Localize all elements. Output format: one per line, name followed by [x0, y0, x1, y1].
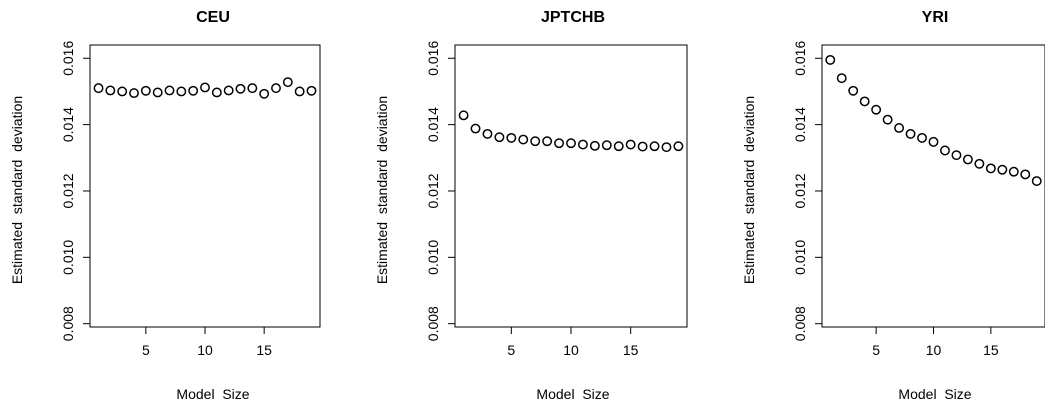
data-point [894, 122, 905, 133]
panel-1: CEU 0.008 0.010 0.012 0.014 0.016 5 10 15 Model S… [9, 9, 321, 402]
y-tick-label: 0.014 [425, 107, 441, 142]
data-point [105, 85, 116, 96]
data-point [974, 158, 985, 169]
data-point [223, 85, 234, 96]
data-point [997, 164, 1008, 175]
data-point [905, 128, 916, 139]
x-tick-label: 10 [563, 342, 579, 358]
data-point [625, 139, 636, 150]
x-axis-label: Model Size [898, 386, 971, 402]
data-point [637, 141, 648, 152]
data-point [589, 140, 600, 151]
panel-title: YRI [922, 9, 949, 26]
data-point [601, 140, 612, 151]
data-point [247, 83, 258, 94]
data-point [200, 82, 210, 93]
x-tick-label: 5 [507, 342, 515, 358]
data-point [825, 54, 836, 65]
data-point [577, 139, 588, 150]
x-tick-label: 5 [872, 342, 880, 358]
data-point [164, 85, 175, 96]
data-point [985, 163, 996, 174]
data-point [554, 138, 565, 149]
data-point [458, 110, 469, 121]
data-points [825, 54, 1042, 186]
data-point [661, 142, 672, 153]
y-tick-label: 0.016 [792, 41, 808, 76]
data-point [117, 86, 128, 97]
data-point [211, 87, 222, 98]
data-point [152, 87, 163, 98]
panel-title: CEU [196, 9, 230, 26]
y-tick-label: 0.012 [425, 173, 441, 208]
data-point [93, 83, 104, 94]
data-point [140, 85, 151, 96]
panel-2: JPTCHB 0.008 0.010 0.012 0.014 0.016 5 10 15 Mode… [374, 9, 688, 402]
y-tick-label: 0.008 [425, 306, 441, 341]
data-point [917, 132, 927, 143]
x-tick-label: 5 [142, 342, 150, 358]
data-point [1031, 176, 1042, 186]
data-point [470, 123, 481, 134]
data-point [235, 83, 246, 94]
x-axis-label: Model Size [176, 386, 249, 402]
y-tick-label: 0.014 [60, 107, 76, 142]
data-point [188, 85, 199, 96]
panel-3: YRI 0.008 0.010 0.012 0.014 0.016 5 10 15 Model S… [741, 9, 1045, 402]
data-point [482, 128, 493, 139]
y-tick-label: 0.010 [60, 240, 76, 275]
y-tick-label: 0.014 [792, 107, 808, 142]
data-point [506, 132, 517, 143]
plot-frame [454, 44, 688, 328]
data-point [613, 141, 624, 152]
y-tick-label: 0.008 [792, 306, 808, 341]
y-tick-label: 0.012 [792, 173, 808, 208]
data-point [1008, 166, 1019, 177]
data-point [951, 150, 962, 161]
data-point [649, 141, 660, 152]
data-point [294, 86, 305, 97]
y-tick-label: 0.010 [425, 240, 441, 275]
data-point [673, 141, 684, 152]
panel-title: JPTCHB [541, 9, 605, 26]
data-point [176, 86, 187, 97]
y-tick-label: 0.016 [425, 41, 441, 76]
x-tick-label: 10 [197, 342, 213, 358]
y-tick-label: 0.016 [60, 41, 76, 76]
data-point [940, 145, 950, 156]
data-point [259, 88, 270, 99]
data-point [1020, 169, 1031, 180]
x-tick-label: 10 [926, 342, 942, 358]
data-point [928, 136, 939, 147]
data-point [129, 88, 139, 99]
data-point [566, 138, 576, 149]
data-point [530, 136, 541, 147]
data-point [518, 134, 529, 145]
x-axis-label: Model Size [536, 386, 609, 402]
data-point [271, 83, 281, 94]
data-point [494, 132, 505, 143]
data-points [458, 110, 684, 153]
data-point [306, 85, 317, 96]
data-point [962, 154, 973, 165]
data-point [848, 85, 859, 96]
data-point [282, 77, 293, 88]
data-point [882, 114, 893, 125]
data-points [93, 77, 317, 99]
y-axis-label: Estimated standard deviation [741, 96, 757, 284]
x-tick-label: 15 [256, 342, 272, 358]
data-point [836, 73, 847, 84]
data-point [859, 96, 870, 107]
y-axis-label: Estimated standard deviation [374, 96, 390, 284]
y-axis-label: Estimated standard deviation [9, 96, 25, 284]
y-tick-label: 0.010 [792, 240, 808, 275]
data-point [871, 104, 882, 115]
y-tick-label: 0.012 [60, 173, 76, 208]
data-point [542, 136, 553, 147]
y-tick-label: 0.008 [60, 306, 76, 341]
x-tick-label: 15 [623, 342, 639, 358]
x-tick-label: 15 [983, 342, 999, 358]
